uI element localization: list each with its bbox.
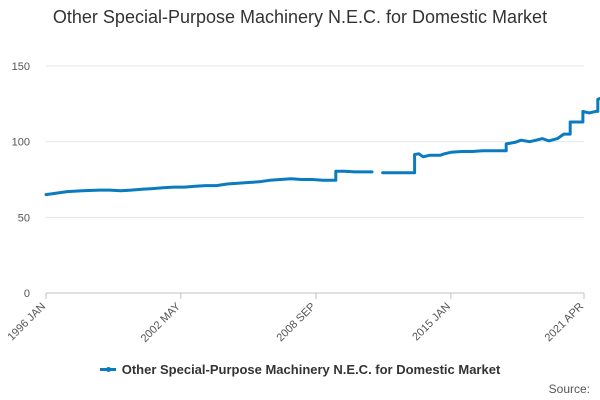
x-axis: 1996 JAN 2002 MAY 2008 SEP 2015 JAN 2021 APR — [5, 292, 587, 345]
grid-lines — [46, 65, 584, 218]
series-group — [44, 90, 600, 197]
source-label: Source: — [548, 382, 590, 396]
series-line[interactable] — [44, 169, 374, 197]
series-line[interactable] — [381, 90, 600, 175]
legend-swatch — [99, 366, 116, 372]
x-tick-label: 2002 MAY — [139, 300, 184, 345]
chart-title: Other Special-Purpose Machinery N.E.C. f… — [52, 7, 548, 27]
legend[interactable]: Other Special-Purpose Machinery N.E.C. f… — [0, 362, 600, 377]
x-tick-label: 2021 APR — [543, 301, 587, 345]
y-axis: 0 50 100 150 — [12, 61, 30, 300]
y-tick-label: 100 — [12, 137, 30, 149]
y-tick-label: 0 — [24, 288, 30, 300]
x-tick-label: 2008 SEP — [275, 301, 319, 345]
x-tick-label: 2015 JAN — [410, 301, 453, 344]
y-tick-label: 50 — [18, 212, 30, 224]
x-tick-label: 1996 JAN — [5, 301, 48, 344]
y-tick-label: 150 — [12, 61, 30, 73]
legend-label: Other Special-Purpose Machinery N.E.C. f… — [121, 362, 501, 377]
